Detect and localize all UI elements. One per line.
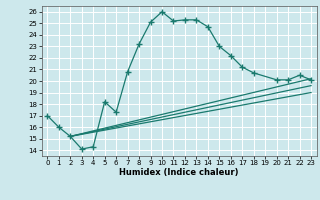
- X-axis label: Humidex (Indice chaleur): Humidex (Indice chaleur): [119, 168, 239, 177]
